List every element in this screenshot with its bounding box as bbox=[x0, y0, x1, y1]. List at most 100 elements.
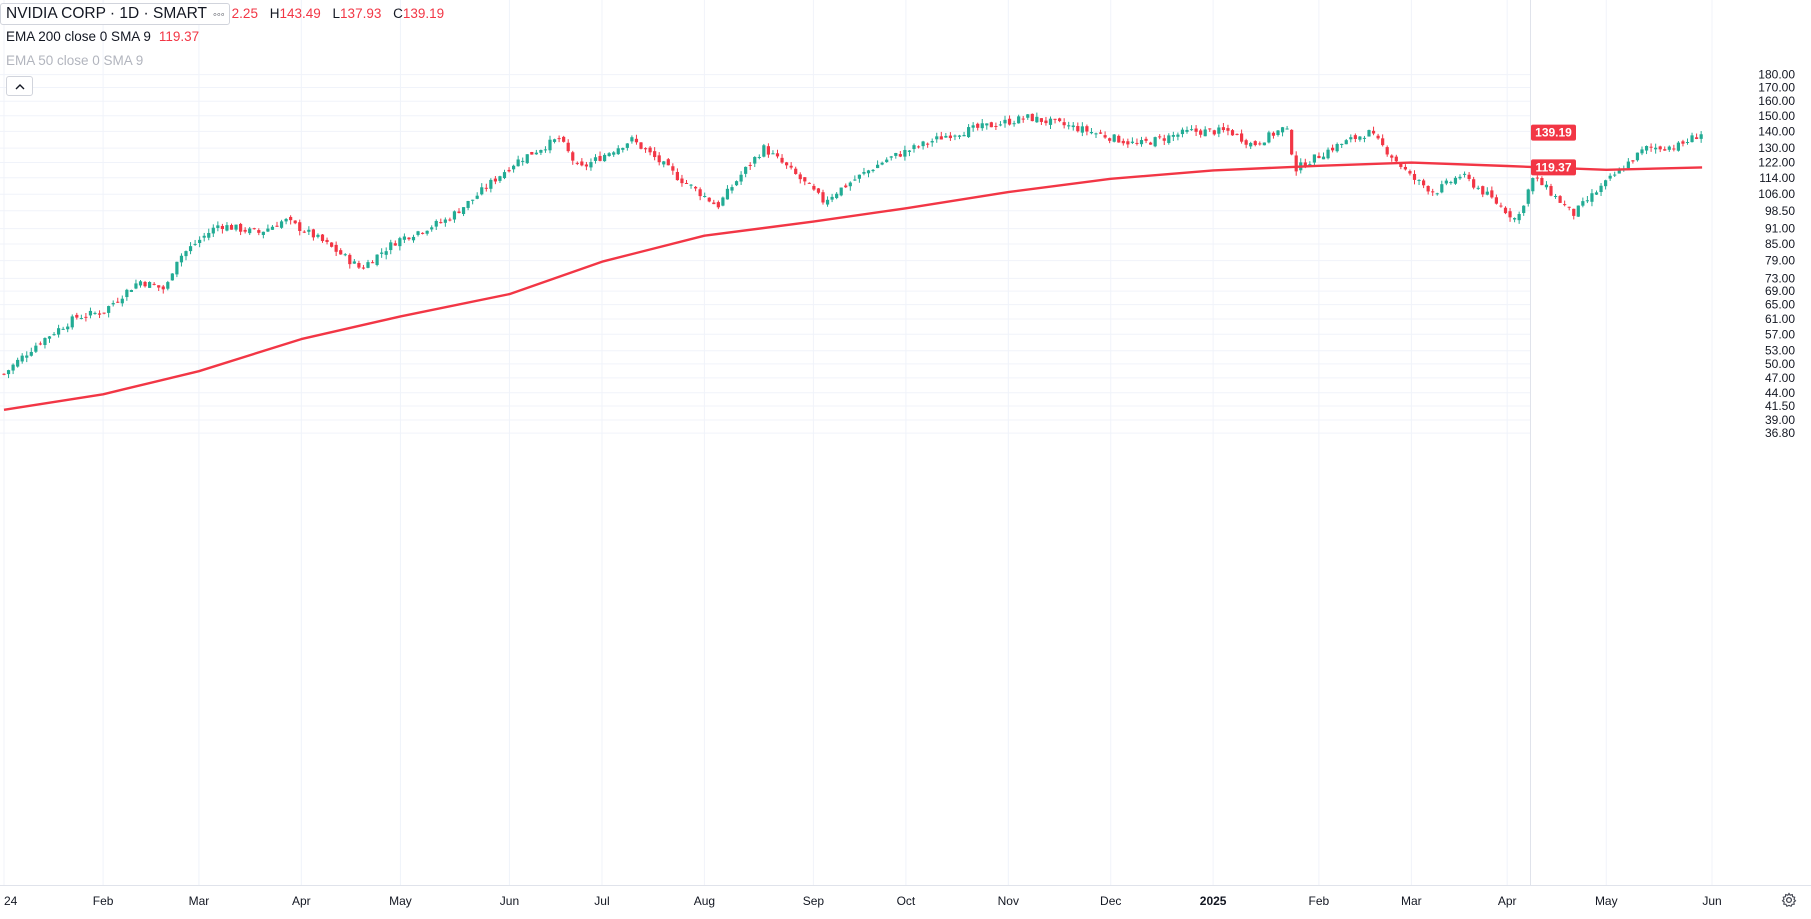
candle-body bbox=[671, 166, 675, 171]
legend-collapse-button[interactable] bbox=[6, 76, 33, 96]
candle-up bbox=[603, 153, 607, 162]
candle-up bbox=[730, 184, 734, 194]
candle-body bbox=[1499, 205, 1503, 207]
candle-body bbox=[1690, 135, 1694, 143]
candle-down bbox=[1681, 139, 1685, 147]
candle-body bbox=[630, 137, 634, 142]
candle-body bbox=[962, 134, 966, 137]
candle-up bbox=[52, 332, 56, 336]
candle-up bbox=[1640, 146, 1644, 156]
candle-body bbox=[1649, 146, 1653, 148]
candle-down bbox=[1240, 129, 1244, 144]
candle-body bbox=[416, 231, 420, 235]
candle-body bbox=[621, 147, 625, 150]
candle-body bbox=[684, 182, 689, 184]
candle-down bbox=[653, 147, 657, 161]
candle-body bbox=[680, 178, 684, 184]
candle-body bbox=[157, 285, 161, 288]
candle-down bbox=[293, 220, 297, 225]
candle-body bbox=[789, 165, 793, 168]
candle-down bbox=[1103, 131, 1107, 139]
candle-body bbox=[1349, 137, 1353, 140]
ema50-legend-row[interactable]: EMA 50 close 0 SMA 9 bbox=[6, 51, 143, 71]
candle-down bbox=[1244, 138, 1248, 149]
candle-up bbox=[1435, 192, 1439, 196]
candle-down bbox=[716, 200, 720, 210]
candle-up bbox=[343, 253, 347, 257]
ema200-legend-row[interactable]: EMA 200 close 0 SMA 9 119.37 bbox=[6, 27, 199, 47]
candle-body bbox=[1012, 123, 1016, 125]
candle-body bbox=[839, 187, 843, 196]
candle-body bbox=[225, 225, 229, 231]
candle-up bbox=[1276, 129, 1280, 137]
candle-up bbox=[1089, 127, 1094, 135]
candle-body bbox=[725, 188, 730, 200]
candle-body bbox=[744, 166, 748, 174]
ohlc-close-value: 139.19 bbox=[402, 6, 445, 21]
candle-down bbox=[844, 183, 848, 189]
candle-down bbox=[421, 232, 425, 235]
candle-body bbox=[589, 162, 593, 168]
candle-up bbox=[1635, 152, 1640, 162]
candle-body bbox=[880, 162, 884, 165]
x-tick-label: Jun bbox=[500, 894, 519, 908]
candle-body bbox=[1422, 180, 1426, 186]
symbol-title[interactable]: NVIDIA CORP · 1D · SMART bbox=[6, 5, 207, 22]
more-dots-icon[interactable]: ◦◦◦ bbox=[212, 9, 225, 21]
symbol-title-box[interactable]: NVIDIA CORP · 1D · SMART ◦◦◦ bbox=[0, 3, 230, 25]
candle-body bbox=[944, 135, 948, 138]
y-tick-label: 73.00 bbox=[1765, 271, 1795, 285]
ema200-line bbox=[3, 161, 1703, 411]
ema200-label[interactable]: EMA 200 close 0 SMA 9 bbox=[6, 29, 151, 44]
candle-body bbox=[1126, 141, 1130, 145]
candle-up bbox=[857, 174, 861, 183]
ema50-label[interactable]: EMA 50 close 0 SMA 9 bbox=[6, 53, 144, 68]
candle-body bbox=[279, 221, 284, 228]
y-tick-label: 50.00 bbox=[1765, 357, 1795, 371]
candle-body bbox=[57, 328, 61, 335]
candle-body bbox=[530, 151, 534, 155]
candle-down bbox=[143, 280, 147, 288]
candle-body bbox=[1695, 137, 1699, 139]
candle-up bbox=[539, 149, 543, 156]
candle-up bbox=[912, 143, 916, 153]
candle-body bbox=[1613, 174, 1617, 176]
candle-body bbox=[985, 123, 989, 126]
candle-body bbox=[202, 235, 206, 238]
candle-body bbox=[930, 141, 934, 143]
candle-down bbox=[1271, 131, 1276, 139]
candle-body bbox=[1626, 161, 1630, 169]
candle-body bbox=[703, 195, 707, 197]
candle-down bbox=[1390, 154, 1394, 162]
candle-body bbox=[1258, 143, 1262, 145]
candle-down bbox=[1085, 124, 1089, 136]
candle-body bbox=[666, 159, 670, 166]
y-tick-label: 79.00 bbox=[1765, 254, 1795, 268]
candle-body bbox=[1672, 148, 1676, 150]
candle-down bbox=[766, 143, 770, 158]
candle-body bbox=[134, 283, 138, 289]
candle-body bbox=[1149, 142, 1153, 145]
candle-down bbox=[1331, 144, 1335, 153]
candle-body bbox=[575, 162, 579, 164]
candle-body bbox=[16, 359, 20, 367]
candle-up bbox=[703, 192, 707, 198]
candle-up bbox=[489, 178, 493, 193]
y-tick-label: 41.50 bbox=[1765, 399, 1795, 413]
candle-body bbox=[70, 316, 74, 328]
candle-up bbox=[593, 154, 598, 164]
candle-body bbox=[175, 261, 179, 275]
candle-up bbox=[202, 232, 206, 242]
candle-body bbox=[484, 187, 488, 189]
candle-down bbox=[698, 187, 702, 201]
candle-down bbox=[339, 248, 343, 255]
chart-settings-button[interactable] bbox=[1779, 890, 1799, 910]
candle-up bbox=[871, 168, 875, 173]
candle-down bbox=[507, 167, 511, 173]
candle-down bbox=[780, 154, 784, 164]
candle-body bbox=[830, 196, 834, 200]
candle-up bbox=[1590, 189, 1594, 207]
candle-body bbox=[43, 338, 47, 345]
candle-body bbox=[11, 364, 15, 371]
